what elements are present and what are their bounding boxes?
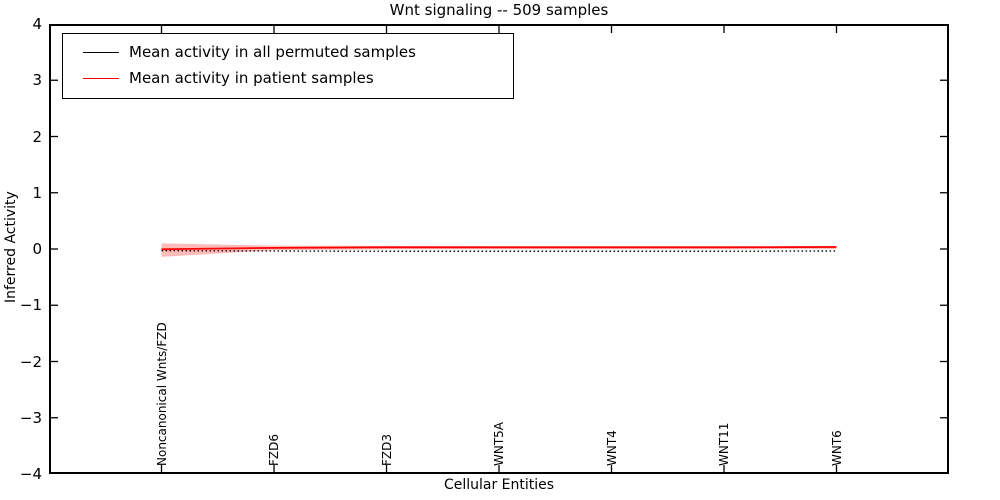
x-category-label: WNT6 xyxy=(829,430,844,466)
legend-line-red xyxy=(83,77,119,79)
patient-mean-line xyxy=(161,246,837,251)
x-category-label: WNT4 xyxy=(604,430,619,466)
x-category-label: WNT5A xyxy=(492,421,506,466)
y-tick-label: 1 xyxy=(32,183,42,202)
y-tick-label: 4 xyxy=(32,15,42,33)
legend-label: Mean activity in patient samples xyxy=(129,69,374,87)
legend-item-patient: Mean activity in patient samples xyxy=(73,65,503,91)
legend: Mean activity in all permuted samples Me… xyxy=(62,33,514,99)
y-tick-label: −1 xyxy=(19,296,42,315)
y-tick-label: −2 xyxy=(19,352,42,371)
y-tick-label: 2 xyxy=(32,127,42,146)
y-tick-label: −4 xyxy=(19,465,42,483)
legend-item-permuted: Mean activity in all permuted samples xyxy=(73,39,503,65)
legend-label: Mean activity in all permuted samples xyxy=(129,43,416,61)
x-category-label: Noncanonical Wnts/FZD xyxy=(154,322,169,466)
chart-title: Wnt signaling -- 509 samples xyxy=(389,1,609,19)
x-category-label: WNT11 xyxy=(717,422,731,466)
x-category-label: FZD6 xyxy=(267,434,281,466)
x-axis-label: Cellular Entities xyxy=(443,477,555,493)
y-tick-label: 0 xyxy=(32,240,42,258)
axes-frame xyxy=(49,24,949,474)
legend-line-black xyxy=(83,51,119,53)
patient-std-band xyxy=(161,243,837,257)
x-category-label: FZD3 xyxy=(379,434,394,466)
permuted-mean-line xyxy=(161,249,837,252)
plot-area xyxy=(49,24,949,474)
y-tick-label: −3 xyxy=(19,408,42,427)
y-tick-label: 3 xyxy=(32,71,42,90)
